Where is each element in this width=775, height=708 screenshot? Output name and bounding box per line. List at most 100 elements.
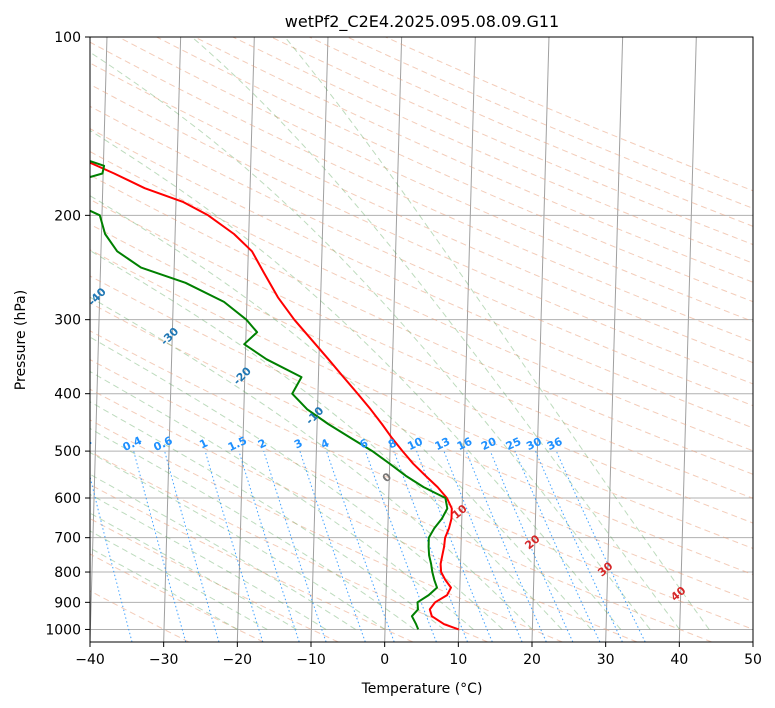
dry-adiabat (90, 275, 753, 576)
moist-adiabat (90, 296, 533, 630)
y-axis-label: Pressure (hPa) (13, 290, 29, 390)
mixing-ratio-line (535, 450, 623, 642)
moist-adiabat (90, 249, 563, 630)
x-axis: −40 −30 −20 −10 0 10 20 30 40 50 (75, 642, 762, 668)
dry-adiabat (90, 223, 753, 524)
x-tick-label: 30 (597, 652, 615, 668)
isobar-grid (90, 37, 753, 630)
dry-adiabat (90, 151, 753, 452)
x-tick-label: 0 (380, 652, 389, 668)
dry-adiabat (90, 419, 563, 642)
mixing-ratio-label: 20 (479, 435, 499, 453)
isotherm-grid (90, 37, 753, 642)
mixing-ratio-label: 36 (545, 435, 565, 453)
moist-adiabat (90, 51, 651, 630)
dry-adiabat (156, 37, 753, 303)
mixing-ratio-line (164, 450, 220, 642)
chart-title: wetPf2_C2E4.2025.095.08.09.G11 (285, 12, 559, 32)
mixing-ratio-line (90, 474, 133, 642)
dry-adiabat (90, 249, 753, 549)
isotherm-gridline (531, 37, 550, 642)
moist-adiabat (90, 129, 622, 630)
x-tick-label: 40 (670, 652, 688, 668)
mixing-ratio-label: 16 (455, 435, 475, 453)
mixing-ratio-line (263, 450, 327, 642)
dry-adiabat (90, 198, 753, 499)
mixing-ratio-line (299, 450, 366, 642)
y-tick-label: 200 (54, 208, 81, 224)
dry-adiabat (90, 105, 753, 407)
y-tick-label: 700 (54, 531, 81, 547)
isotherm-gridline (384, 37, 403, 642)
dry-adiabat (118, 37, 753, 323)
y-tick-label: 400 (54, 387, 81, 403)
x-tick-label: −20 (223, 652, 253, 668)
moist-adiabat (90, 336, 504, 630)
mixing-ratio-label: 13 (433, 435, 452, 453)
moist-adiabats (90, 37, 710, 630)
dry-adiabat (90, 330, 753, 630)
mixing-ratio-line (514, 450, 601, 642)
dry-adiabat (90, 83, 753, 385)
dry-adiabat (90, 451, 488, 642)
mixing-ratio-label: 25 (504, 435, 523, 453)
moist-adiabat (90, 195, 592, 630)
dry-adiabat (90, 62, 753, 364)
dry-adiabat (90, 483, 414, 642)
x-tick-label: −30 (149, 652, 179, 668)
moist-adiabat (90, 473, 356, 630)
isotherm-gridline (457, 37, 476, 642)
mixing-ratio-line (489, 450, 574, 642)
dry-adiabat (232, 37, 753, 264)
mixing-ratio-line (465, 450, 547, 642)
plot-area: 0.10.20.40.611.52346810131620253036-100-… (71, 37, 753, 642)
x-axis-label: Temperature (°C) (361, 681, 483, 697)
mixing-ratio-line (238, 450, 300, 642)
moist-adiabat (90, 401, 445, 630)
isotherm-gridline (236, 37, 255, 642)
dry-adiabat (194, 37, 753, 283)
y-axis: 100 200 300 400 500 600 700 800 900 1000 (45, 30, 90, 638)
mixing-ratio-line (133, 450, 187, 642)
y-tick-label: 300 (54, 313, 81, 329)
moist-adiabat (90, 451, 386, 630)
dry-adiabat (90, 41, 753, 343)
mixing-ratio-line (443, 450, 523, 642)
moist-adiabat (90, 427, 415, 630)
dry-adiabat (90, 174, 753, 475)
plot-frame (89, 36, 754, 643)
dewpoint-profile-line (90, 159, 449, 630)
y-tick-label: 1000 (45, 622, 81, 638)
mixing-ratio-line (326, 450, 395, 642)
mixing-ratio-label: 30 (524, 435, 544, 453)
dry-adiabats (90, 37, 753, 642)
dry-adiabat (90, 128, 753, 429)
y-tick-label: 900 (54, 595, 81, 611)
mixing-ratio-line (204, 450, 264, 642)
x-tick-label: 50 (744, 652, 762, 668)
y-tick-label: 800 (54, 565, 81, 581)
mixing-ratio-label: 0.2 (71, 434, 94, 454)
x-tick-label: −40 (75, 652, 105, 668)
isotherm-gridline (678, 37, 697, 642)
x-tick-label: −10 (296, 652, 326, 668)
moist-adiabat (90, 530, 268, 630)
dry-adiabat (90, 302, 753, 603)
y-tick-label: 500 (54, 444, 81, 460)
x-tick-label: 10 (449, 652, 467, 668)
x-tick-label: 20 (523, 652, 541, 668)
moist-adiabat (191, 37, 681, 630)
isotherm-gridline (163, 37, 182, 642)
isotherm-gridline (90, 37, 108, 642)
isotherm-gridline (605, 37, 624, 642)
dry-adiabat (90, 359, 712, 642)
moist-adiabat (90, 512, 297, 630)
y-tick-label: 600 (54, 491, 81, 507)
moist-adiabat (90, 493, 327, 630)
mixing-ratio-label: 10 (405, 435, 425, 453)
profile-lines (90, 159, 460, 631)
y-tick-label: 100 (54, 30, 81, 46)
moist-adiabat (90, 370, 474, 630)
